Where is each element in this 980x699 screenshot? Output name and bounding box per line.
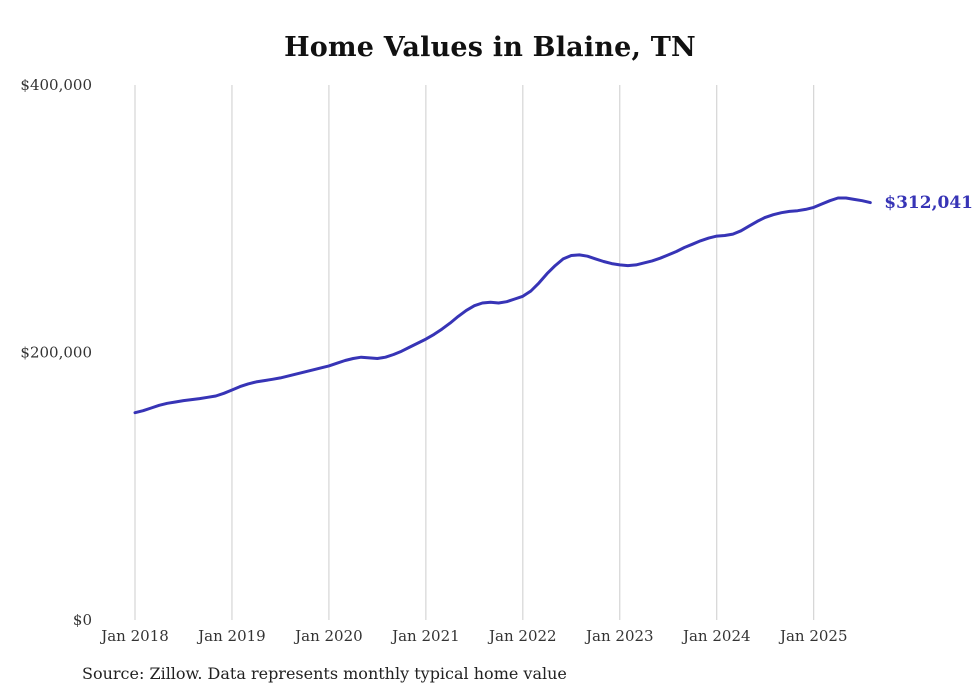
x-axis-tick-label: Jan 2019 <box>196 627 266 645</box>
source-note: Source: Zillow. Data represents monthly … <box>82 664 567 683</box>
x-axis-tick-label: Jan 2025 <box>778 627 848 645</box>
x-axis-tick-label: Jan 2024 <box>681 627 751 645</box>
chart-title: Home Values in Blaine, TN <box>284 32 696 63</box>
home-value-line <box>133 196 872 415</box>
x-axis-tick-label: Jan 2021 <box>390 627 460 645</box>
y-axis-tick-label: $0 <box>73 611 92 629</box>
y-axis-tick-label: $400,000 <box>20 76 92 94</box>
x-axis-tick-label: Jan 2022 <box>487 627 557 645</box>
x-axis-tick-label: Jan 2023 <box>584 627 654 645</box>
y-axis-tick-label: $200,000 <box>20 344 92 362</box>
x-axis-tick-label: Jan 2018 <box>99 627 169 645</box>
x-axis-tick-label: Jan 2020 <box>293 627 363 645</box>
end-value-label: $312,041 <box>884 192 973 213</box>
